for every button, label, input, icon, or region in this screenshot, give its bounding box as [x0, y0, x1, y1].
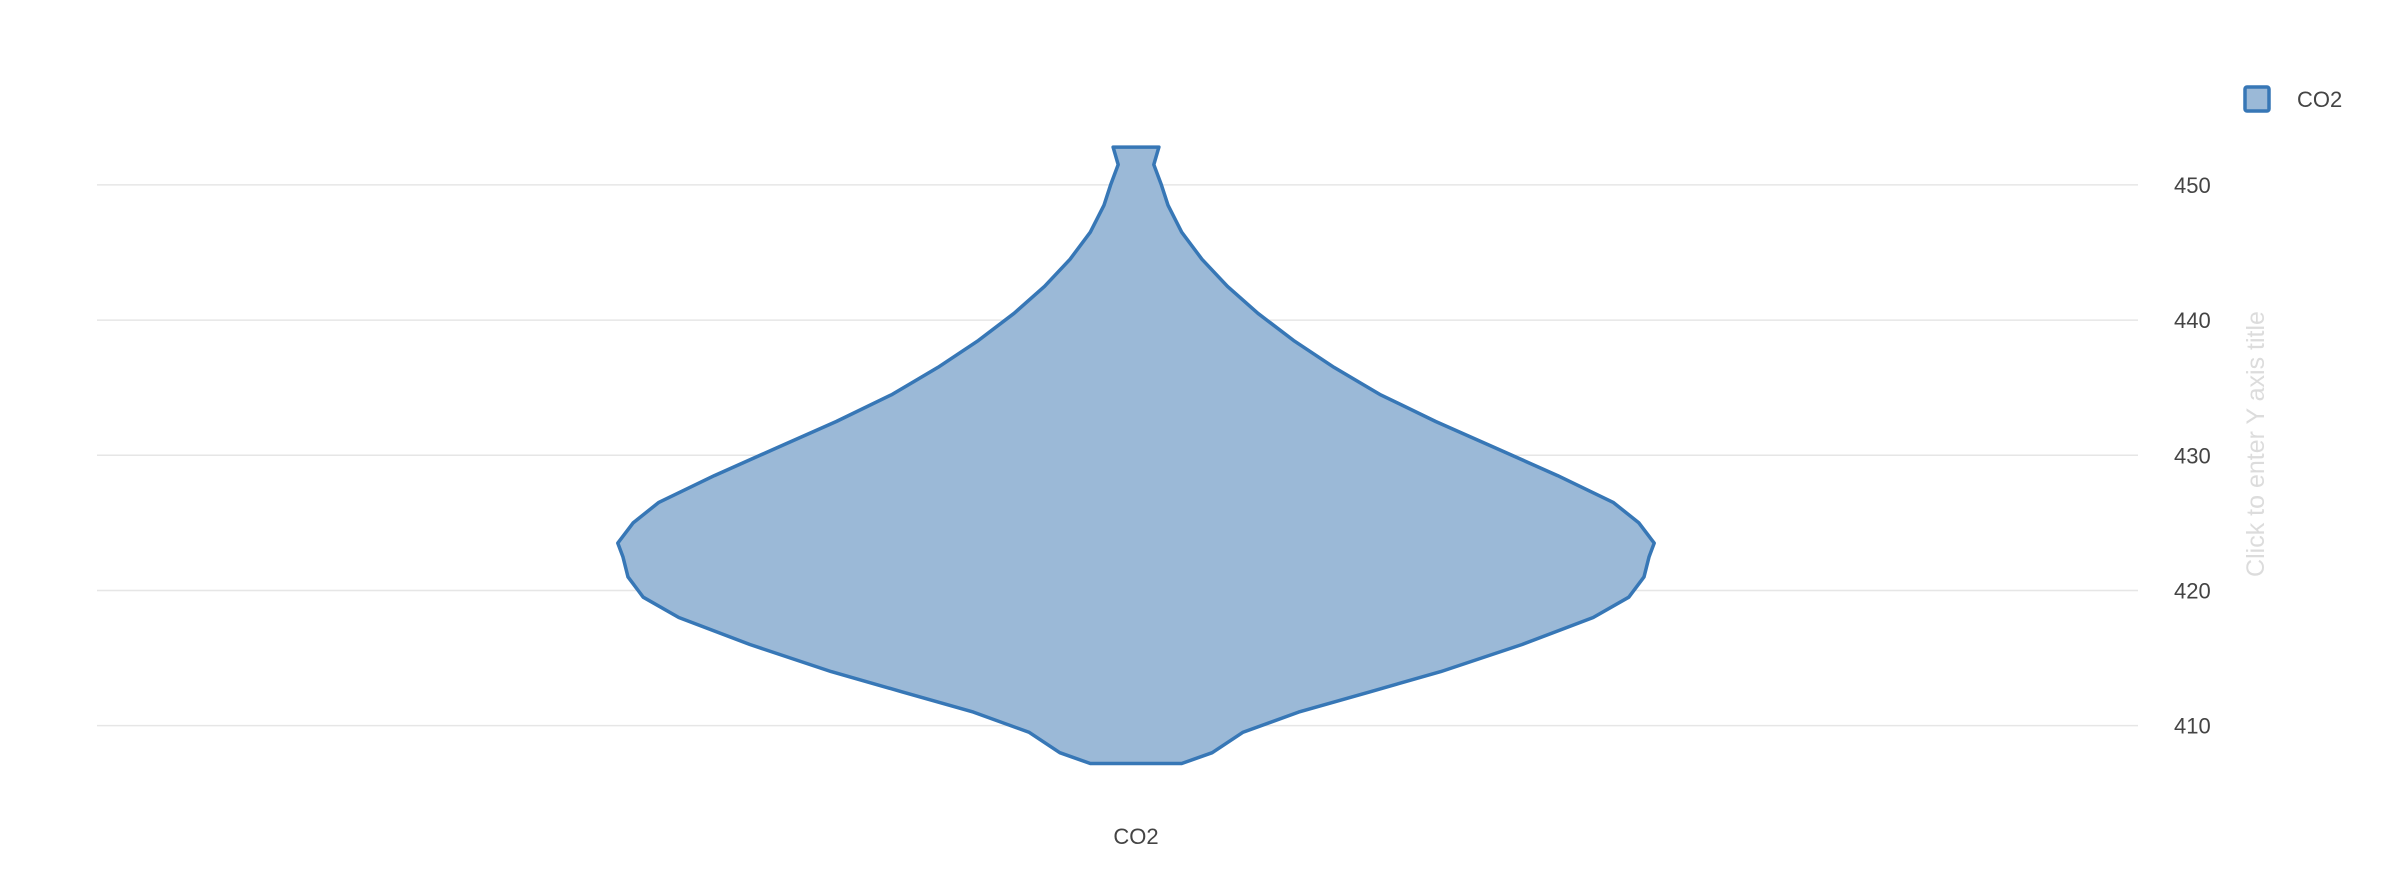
violin-trace[interactable] [616, 145, 1656, 766]
legend[interactable]: CO2 [2243, 85, 2342, 113]
y-tick-label: 420 [2174, 578, 2211, 603]
y-axis-title-placeholder[interactable]: Click to enter Y axis title [2242, 311, 2270, 577]
x-axis-categories: CO2 [1113, 824, 1158, 849]
y-tick-label: 450 [2174, 173, 2211, 198]
y-tick-label: 440 [2174, 308, 2211, 333]
y-tick-label: 410 [2174, 714, 2211, 739]
y-axis-ticks: 410 420 430 440 450 [2174, 173, 2211, 739]
violin-shape-co2[interactable] [616, 145, 1656, 766]
x-category-label: CO2 [1113, 824, 1158, 849]
legend-label-co2[interactable]: CO2 [2297, 87, 2342, 112]
y-tick-label: 430 [2174, 443, 2211, 468]
legend-swatch[interactable] [2243, 85, 2271, 113]
